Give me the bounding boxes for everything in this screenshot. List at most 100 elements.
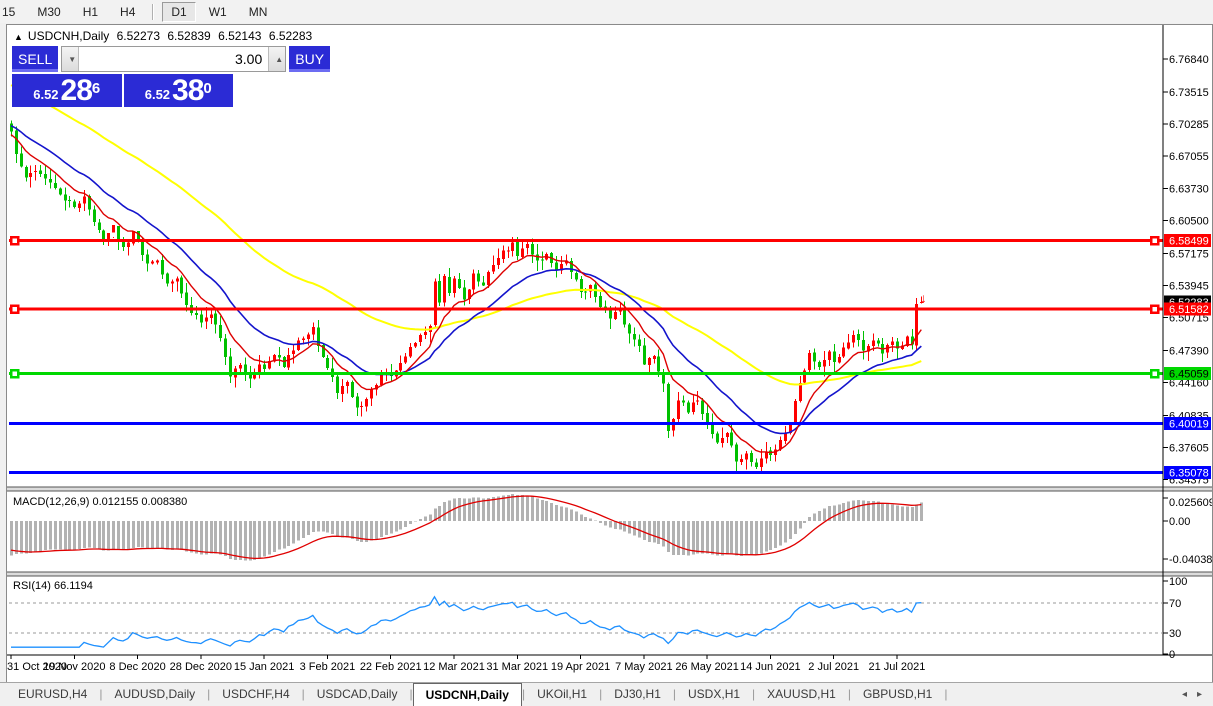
price-chart[interactable]: ↓ 6.76840 6.73515 6.70285 6.67055 6.63730 6.60… <box>7 25 1212 682</box>
macd-histogram-bar <box>604 521 607 526</box>
slow-ma-line[interactable] <box>10 84 922 386</box>
chart-tabs-bar: EURUSD,H4 | AUDUSD,Daily | USDCHF,H4 | USDCAD,… <box>0 682 1213 706</box>
timeframe-button-m30[interactable]: M30 <box>28 2 69 22</box>
macd-histogram-bar <box>234 521 237 560</box>
macd-histogram-bar <box>132 521 135 548</box>
line-handle[interactable] <box>9 368 20 379</box>
candle-body <box>399 363 402 371</box>
macd-histogram-bar <box>906 506 909 521</box>
tab-separator: | <box>521 687 526 701</box>
candle-body <box>623 309 626 325</box>
chart-tab-dj30[interactable]: DJ30,H1 <box>614 687 661 701</box>
macd-histogram-bar <box>219 521 222 555</box>
chart-tab-audusd[interactable]: AUDUSD,Daily <box>114 687 196 701</box>
timeframe-button-mn[interactable]: MN <box>240 2 277 22</box>
buy-button[interactable]: BUY <box>289 46 331 72</box>
candle-body <box>249 374 252 379</box>
sell-price-panel[interactable]: 6.52 28 6 <box>12 74 122 107</box>
line-handle[interactable] <box>9 304 20 314</box>
tab-scroll-right-icon[interactable]: ▸ <box>1196 689 1202 700</box>
candle-body <box>365 398 368 407</box>
candle-body <box>886 345 889 353</box>
candle-body <box>711 422 714 435</box>
timeframe-button-d1[interactable]: D1 <box>162 1 196 22</box>
timeframe-button-15[interactable]: 15 <box>0 2 24 22</box>
candle-wick <box>868 344 869 362</box>
candle-body <box>434 281 437 326</box>
line-handle[interactable] <box>1149 304 1160 314</box>
candle-body <box>341 385 344 394</box>
buy-price-sup: 0 <box>203 80 212 97</box>
line-handle[interactable] <box>1149 235 1160 246</box>
candle-wick <box>727 431 728 444</box>
chart-tab-ukoil[interactable]: UKOil,H1 <box>537 687 588 701</box>
macd-panel <box>10 494 923 561</box>
candle-body <box>589 285 592 292</box>
candle-wick <box>196 305 197 320</box>
line-handle[interactable] <box>1149 368 1160 379</box>
timeframe-button-h4[interactable]: H4 <box>111 2 144 22</box>
tab-separator: | <box>207 687 211 701</box>
volume-input[interactable] <box>79 47 269 71</box>
candle-body <box>307 334 310 339</box>
chart-tab-xauusd[interactable]: XAUUSD,H1 <box>767 687 836 701</box>
macd-histogram-bar <box>156 521 159 549</box>
macd-histogram-bar <box>726 521 729 555</box>
volume-decrease-icon[interactable]: ▼ <box>62 47 80 71</box>
candle-body <box>521 248 524 258</box>
chart-tab-usdchf[interactable]: USDCHF,H4 <box>222 687 290 701</box>
timeframe-button-h1[interactable]: H1 <box>74 2 107 22</box>
macd-histogram-bar <box>127 521 130 550</box>
candle-body <box>667 383 670 431</box>
macd-histogram-bar <box>706 521 709 554</box>
macd-histogram-bar <box>390 521 393 534</box>
candle-body <box>453 278 456 294</box>
candle-body <box>107 232 110 242</box>
macd-histogram-bar <box>176 521 179 550</box>
macd-histogram-bar <box>122 521 125 550</box>
chart-tab-usdx[interactable]: USDX,H1 <box>688 687 741 701</box>
macd-histogram-bar <box>682 521 685 556</box>
timeframe-button-w1[interactable]: W1 <box>200 2 236 22</box>
macd-histogram-bar <box>278 521 281 550</box>
tab-scroll-left-icon[interactable]: ◂ <box>1181 689 1187 700</box>
panel-splitter[interactable] <box>7 487 1212 491</box>
line-handle[interactable] <box>9 235 20 246</box>
candle-wick <box>361 401 362 417</box>
candle-wick <box>483 275 484 287</box>
macd-histogram-bar <box>107 521 110 551</box>
volume-increase-icon[interactable]: ▲ <box>268 47 286 71</box>
macd-histogram-bar <box>847 501 850 521</box>
chart-tab-eurusd[interactable]: EURUSD,H4 <box>18 687 88 701</box>
macd-histogram-bar <box>268 521 271 555</box>
macd-histogram-bar <box>657 521 660 545</box>
macd-histogram-bar <box>322 521 325 532</box>
candle-body <box>867 345 870 352</box>
level-price-badge <box>1164 302 1211 316</box>
panel-splitter[interactable] <box>7 572 1212 576</box>
candle-body <box>78 203 81 209</box>
macd-histogram-bar <box>229 521 232 559</box>
candle-body <box>862 340 865 351</box>
chart-tab-usdcad[interactable]: USDCAD,Daily <box>316 687 398 701</box>
fast-ma-line[interactable] <box>10 134 922 454</box>
collapse-triangle-icon[interactable]: ▲ <box>14 32 23 42</box>
buy-price-panel[interactable]: 6.52 38 0 <box>123 74 233 107</box>
chart-tab-gbpusd[interactable]: GBPUSD,H1 <box>862 687 933 701</box>
macd-histogram-bar <box>137 521 140 548</box>
sell-button[interactable]: SELL <box>12 46 59 72</box>
macd-histogram-bar <box>872 501 875 521</box>
chart-tab-usdcnh[interactable]: USDCNH,Daily <box>412 683 522 706</box>
candle-body <box>283 357 286 368</box>
candle-wick <box>585 287 586 300</box>
macd-histogram-bar <box>151 521 154 549</box>
candle-wick <box>654 354 655 364</box>
candle-body <box>166 273 169 284</box>
macd-histogram-bar <box>677 521 680 556</box>
candle-body <box>891 341 894 346</box>
candle-body <box>536 254 539 261</box>
mid-ma-line[interactable] <box>10 124 922 435</box>
candle-body <box>438 281 441 303</box>
macd-histogram-bar <box>487 497 490 521</box>
level-price-badge <box>1164 416 1211 430</box>
